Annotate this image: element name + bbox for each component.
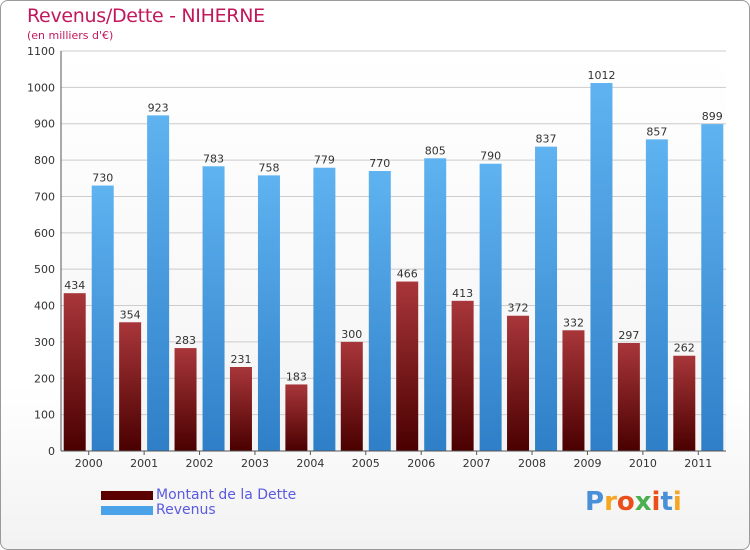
revenus-bar	[590, 83, 613, 451]
revenus-bar	[91, 185, 114, 451]
y-tick-label: 1000	[27, 81, 55, 94]
y-tick-label: 800	[34, 154, 55, 167]
revenus-bar	[424, 158, 447, 452]
revenus-value-label: 857	[646, 125, 667, 138]
y-tick-label: 700	[34, 190, 55, 203]
dette-value-label: 283	[175, 334, 196, 347]
revenus-value-label: 758	[258, 161, 279, 174]
revenus-value-label: 837	[536, 133, 557, 146]
revenus-value-label: 783	[203, 152, 224, 165]
dette-value-label: 332	[563, 316, 584, 329]
x-tick-label: 2009	[573, 457, 601, 470]
logo-letter: o	[616, 487, 635, 517]
dette-value-label: 354	[120, 308, 141, 321]
logo-letter: i	[672, 487, 682, 517]
revenus-value-label: 899	[702, 110, 723, 123]
revenus-bar	[701, 124, 724, 451]
dette-value-label: 183	[286, 370, 307, 383]
dette-value-label: 466	[397, 268, 418, 281]
revenus-bar	[257, 175, 280, 451]
dette-value-label: 413	[452, 287, 473, 300]
dette-bar	[174, 348, 197, 451]
grid-layer	[61, 50, 726, 452]
y-tick-label: 0	[48, 445, 55, 458]
dette-bar	[451, 300, 474, 451]
y-tick-label: 100	[34, 409, 55, 422]
dette-bar	[229, 367, 252, 451]
revenus-bar	[479, 163, 502, 451]
logo-letter: t	[660, 487, 673, 517]
plot-background	[61, 51, 726, 451]
revenus-value-label: 1012	[587, 69, 615, 82]
bars-layer	[63, 83, 724, 452]
dette-bar	[396, 281, 419, 451]
dette-value-label: 262	[674, 342, 695, 355]
revenus-bar	[535, 146, 558, 452]
y-tick-label: 300	[34, 336, 55, 349]
dette-bar	[507, 315, 530, 451]
dette-value-label: 297	[618, 329, 639, 342]
labels-layer: 434 730 354 923 283 783 231 758 183 779 300 770 466 8…	[64, 69, 723, 383]
x-tick-label: 2008	[518, 457, 546, 470]
x-tick-label: 2000	[75, 457, 103, 470]
dette-value-label: 300	[341, 328, 362, 341]
x-tick-label: 2004	[296, 457, 324, 470]
logo-letter: P	[585, 487, 605, 517]
logo-letter: i	[651, 487, 661, 517]
legend-swatch-revenus	[101, 506, 153, 515]
x-tick-label: 2011	[684, 457, 712, 470]
logo-letter: x	[634, 487, 652, 517]
y-tick-label: 900	[34, 118, 55, 131]
revenus-bar	[645, 139, 668, 451]
x-tick-label: 2007	[463, 457, 491, 470]
revenus-value-label: 923	[148, 101, 169, 114]
revenus-bar	[147, 115, 170, 451]
dette-value-label: 372	[508, 302, 529, 315]
dette-bar	[285, 384, 308, 451]
revenus-value-label: 779	[314, 154, 335, 167]
revenus-bar	[202, 166, 225, 452]
dette-bar	[617, 343, 640, 451]
proxiti-logo: Proxiti	[585, 487, 682, 517]
x-tick-label: 2001	[130, 457, 158, 470]
revenus-value-label: 790	[480, 150, 501, 163]
x-tick-label: 2005	[352, 457, 380, 470]
revenus-value-label: 730	[92, 172, 113, 185]
dette-bar	[63, 293, 86, 451]
dette-bar	[562, 330, 585, 451]
x-tick-label: 2006	[407, 457, 435, 470]
dette-value-label: 434	[64, 279, 85, 292]
dette-bar	[119, 322, 142, 451]
y-tick-label: 500	[34, 263, 55, 276]
y-tick-label: 1100	[27, 45, 55, 58]
legend-label-revenus: Revenus	[156, 502, 216, 518]
revenus-bar	[368, 171, 391, 451]
x-tick-label: 2003	[241, 457, 269, 470]
dette-bar	[340, 341, 363, 451]
y-tick-label: 200	[34, 372, 55, 385]
axis-layer: 0 100 200 300 400 500 600 700 800 900 1000 1100 2000…	[27, 45, 726, 470]
dette-bar	[673, 355, 696, 451]
revenus-bar	[313, 167, 336, 451]
logo-letter: r	[604, 487, 617, 517]
chart-title: Revenus/Dette - NIHERNE	[27, 5, 265, 27]
revenus-value-label: 805	[425, 144, 446, 157]
y-tick-label: 400	[34, 300, 55, 313]
revenus-value-label: 770	[369, 157, 390, 170]
x-tick-label: 2002	[186, 457, 214, 470]
y-tick-label: 600	[34, 227, 55, 240]
legend-label-dette: Montant de la Dette	[156, 487, 297, 503]
chart-subtitle: (en milliers d'€)	[27, 29, 114, 42]
x-tick-label: 2010	[629, 457, 657, 470]
legend-swatch-dette	[101, 491, 153, 500]
dette-value-label: 231	[230, 353, 251, 366]
